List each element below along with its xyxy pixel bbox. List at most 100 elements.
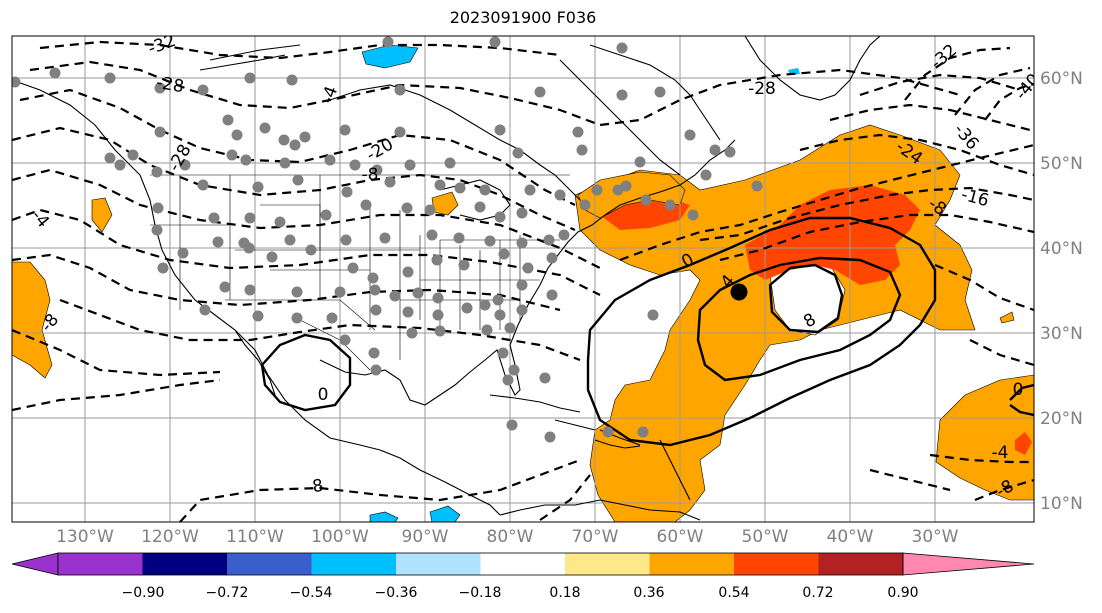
lon-label: 40°W	[827, 527, 874, 547]
station-dot	[516, 304, 528, 316]
station-dot	[664, 199, 676, 211]
station-dot	[616, 89, 628, 101]
station-dot	[498, 248, 510, 260]
lon-label: 130°W	[56, 527, 114, 547]
colorbar-outline	[57, 552, 904, 576]
orange-spot-small	[999, 311, 1015, 324]
station-dot	[479, 299, 491, 311]
station-dot	[197, 84, 209, 96]
map-frame	[11, 35, 1035, 523]
colorbar-segment	[311, 553, 397, 575]
station-dot	[406, 327, 418, 339]
colorbar-segment	[58, 553, 143, 575]
station-dot	[554, 189, 566, 201]
station-dot	[305, 244, 317, 256]
station-dot	[640, 194, 652, 206]
colorbar-arrow-left	[11, 552, 59, 576]
orange-shading-westcoast	[12, 261, 53, 379]
station-dot	[479, 184, 491, 196]
colorbar-segment	[227, 553, 312, 575]
station-dot	[394, 84, 406, 96]
station-dot	[404, 159, 416, 171]
station-dot	[360, 199, 372, 211]
station-dot	[654, 86, 666, 98]
contour-label: 0	[318, 385, 329, 405]
station-dot	[152, 202, 164, 214]
colorbar-segment	[565, 553, 650, 575]
station-dot	[516, 207, 528, 219]
station-dot	[432, 309, 444, 321]
station-dot	[154, 126, 166, 138]
station-dot	[502, 374, 514, 386]
colorbar-tick-label: 0.72	[802, 585, 833, 601]
station-dot	[339, 124, 351, 136]
lon-label: 110°W	[226, 527, 284, 547]
colorbar-tick-label: −0.90	[122, 585, 165, 601]
station-dot	[516, 237, 528, 249]
station-dot	[481, 324, 493, 336]
station-dot	[291, 286, 303, 298]
station-dot	[494, 124, 506, 136]
station-dot	[286, 74, 298, 86]
station-dot	[320, 209, 332, 221]
station-dot	[489, 36, 501, 48]
contour-label: -4	[318, 84, 343, 107]
low-center-marker	[730, 283, 748, 301]
lon-label: 70°W	[572, 527, 619, 547]
station-dot	[197, 179, 209, 191]
colorbar-tick-label: −0.18	[459, 585, 502, 601]
longitude-labels: 130°W 120°W 110°W 100°W 90°W 80°W 70°W 6…	[56, 527, 959, 547]
colorbar-segment	[396, 553, 481, 575]
station-dot	[49, 67, 61, 79]
station-dot	[634, 156, 646, 168]
station-dot	[544, 431, 556, 443]
station-dot	[231, 129, 243, 141]
lon-label: 30°W	[912, 527, 959, 547]
station-dot	[179, 159, 191, 171]
lon-label: 80°W	[487, 527, 534, 547]
colorbar-segment	[734, 553, 819, 575]
station-dot	[534, 86, 546, 98]
station-dot	[461, 302, 473, 314]
contour-zero-east	[1009, 383, 1034, 417]
station-dot	[512, 147, 524, 159]
contour-label: -28	[748, 79, 776, 99]
station-dot	[349, 159, 361, 171]
station-dot	[291, 312, 303, 324]
station-dot	[412, 287, 424, 299]
lat-label: 30°N	[1040, 324, 1083, 344]
station-dot	[637, 426, 649, 438]
station-dot	[484, 235, 496, 247]
station-dot	[558, 229, 570, 241]
colorbar-tick-label: −0.72	[206, 585, 249, 601]
station-dot	[222, 114, 234, 126]
station-dot	[334, 286, 346, 298]
station-dot	[243, 242, 255, 254]
lon-label: 90°W	[402, 527, 449, 547]
station-dot	[292, 174, 304, 186]
station-dot	[591, 184, 603, 196]
colorbar-tick-label: −0.54	[290, 585, 333, 601]
station-dot	[458, 259, 470, 271]
station-dot	[687, 209, 699, 221]
station-dot	[684, 129, 696, 141]
orange-shading-pacific-small	[91, 197, 113, 233]
colorbar-tick-label: 0.18	[549, 585, 580, 601]
red-spot-east	[1015, 432, 1032, 455]
colorbar-segment	[142, 553, 228, 575]
colorbar-segment	[649, 553, 735, 575]
station-dot	[252, 181, 264, 193]
contour-eight-atlantic	[768, 263, 844, 334]
lat-label: 60°N	[1040, 69, 1083, 89]
station-dot	[434, 325, 446, 337]
station-dot	[492, 294, 504, 306]
station-dot	[279, 157, 291, 169]
station-dot	[506, 419, 518, 431]
station-dot	[104, 152, 116, 164]
lon-label: 50°W	[742, 527, 789, 547]
station-dot	[266, 251, 278, 263]
station-dot	[114, 159, 126, 171]
station-dot	[389, 290, 401, 302]
station-dot	[244, 72, 256, 84]
lat-label: 20°N	[1040, 409, 1083, 429]
